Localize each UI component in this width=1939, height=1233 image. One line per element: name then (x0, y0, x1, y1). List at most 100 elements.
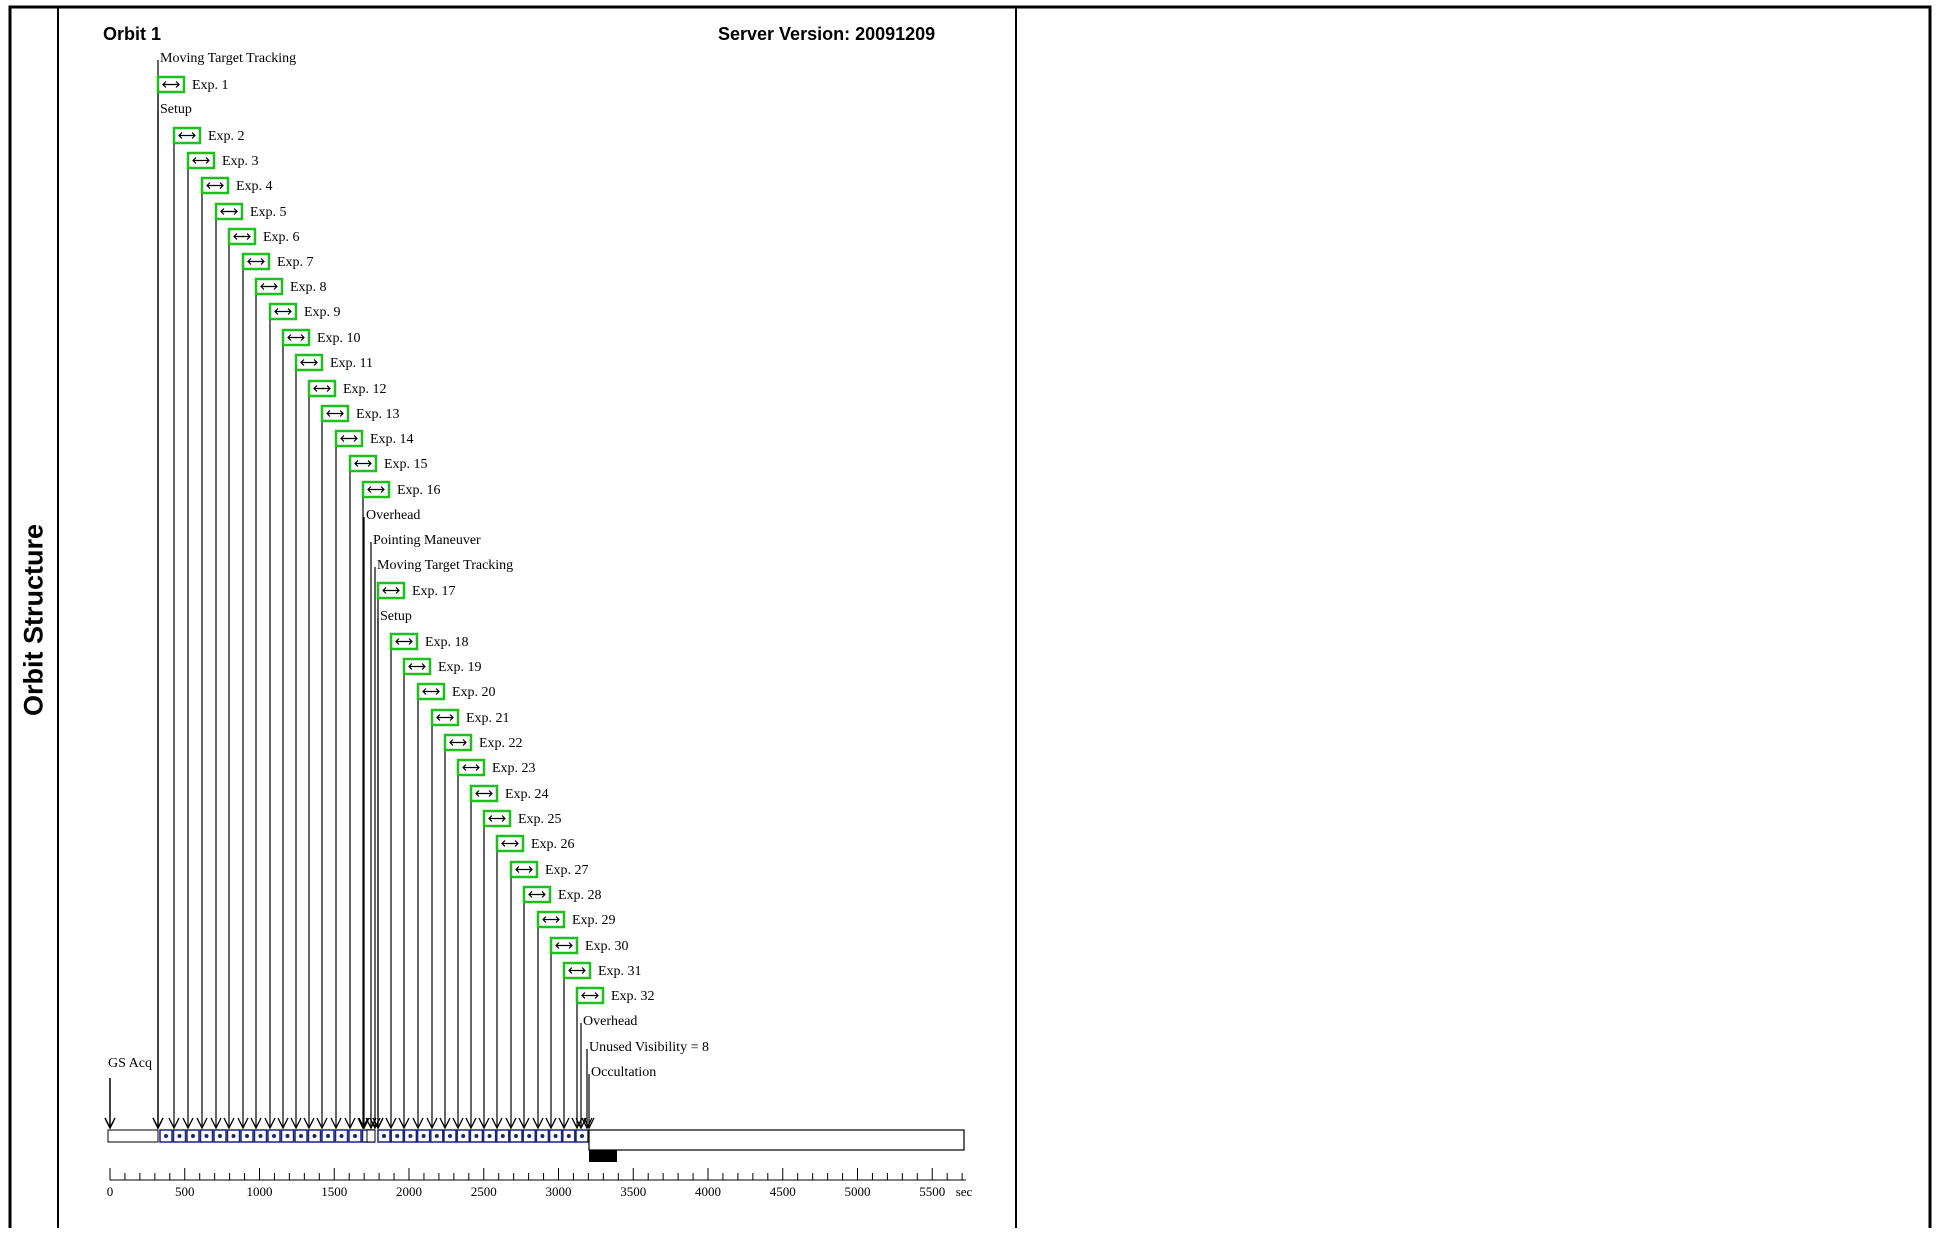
leader-arrow-icon (581, 1117, 593, 1130)
leader-arrow-icon (545, 1117, 557, 1130)
leader-arrow-icon (196, 1117, 208, 1130)
double-arrow-icon (549, 936, 579, 955)
event-label: Exp. 3 (222, 154, 259, 169)
double-arrow-icon (186, 151, 216, 170)
double-arrow-icon (320, 404, 350, 423)
event-10: Exp. 7 (237, 252, 314, 1130)
double-arrow-icon (206, 182, 224, 189)
tick-label: 4500 (770, 1184, 796, 1199)
occultation-window (588, 1129, 965, 1151)
exp-segment-dot (421, 1134, 426, 1138)
leader-arrow-icon (398, 1117, 410, 1130)
leader-arrow-icon (465, 1117, 477, 1130)
leader-arrow-icon (452, 1117, 464, 1130)
leader-arrow-icon (583, 1117, 595, 1130)
orbit-title: Orbit 1 (103, 24, 161, 44)
double-arrow-icon (575, 986, 605, 1005)
leader-arrow-icon (223, 1117, 235, 1130)
leader-arrow-icon (491, 1117, 503, 1130)
leader-arrow-icon (237, 1117, 249, 1130)
event-label: Exp. 15 (384, 457, 428, 472)
event-label: Exp. 5 (250, 205, 287, 220)
double-arrow-icon (416, 682, 446, 701)
leader-arrow-icon (250, 1117, 262, 1130)
double-arrow-icon (376, 581, 406, 600)
double-arrow-icon (542, 916, 560, 923)
tick-label: 500 (175, 1184, 195, 1199)
event-label: Exp. 27 (545, 863, 589, 878)
event-label: Exp. 18 (425, 635, 469, 650)
exp-segment-dot (527, 1134, 532, 1138)
event-label: Exp. 26 (531, 837, 575, 852)
event-label: Exp. 23 (492, 761, 536, 776)
tick-label: 2500 (471, 1184, 497, 1199)
leader-arrow-icon (264, 1117, 276, 1130)
exp-segment-dot (231, 1134, 236, 1138)
event-label: Exp. 1 (192, 78, 229, 93)
double-arrow-icon (233, 233, 251, 240)
event-label: Exp. 9 (304, 305, 341, 320)
double-arrow-icon (300, 359, 318, 366)
leader-arrow-icon (385, 1117, 397, 1130)
leader-arrow-icon (303, 1117, 315, 1130)
tick-label: 5500 (919, 1184, 945, 1199)
double-arrow-icon (192, 157, 210, 164)
double-arrow-icon (581, 992, 599, 999)
event-label: Exp. 7 (277, 255, 314, 270)
exp-segment-dot (164, 1134, 168, 1138)
event-27: Exp. 20 (412, 682, 496, 1130)
double-arrow-icon (382, 587, 400, 594)
double-arrow-icon (522, 885, 552, 904)
double-arrow-icon (430, 708, 460, 727)
tick-label: 5000 (845, 1184, 871, 1199)
exp-segment-dot (500, 1134, 505, 1138)
event-label: Setup (160, 102, 192, 117)
event-18: Exp. 15 (344, 454, 428, 1130)
event-28: Exp. 21 (426, 708, 510, 1130)
event-label: Exp. 17 (412, 584, 456, 599)
event-31: Exp. 24 (465, 784, 549, 1130)
event-24: Setup (372, 609, 412, 1130)
event-label: Exp. 22 (479, 736, 523, 751)
tick-label: 2000 (396, 1184, 422, 1199)
exp-segment-dot (553, 1134, 558, 1138)
event-label: Overhead (583, 1014, 637, 1029)
leader-arrow-icon (357, 1117, 369, 1130)
leader-arrow-icon (439, 1117, 451, 1130)
event-34: Exp. 27 (505, 860, 589, 1130)
event-9: Exp. 6 (223, 227, 300, 1130)
event-6: Exp. 3 (182, 151, 259, 1130)
leader-arrow-icon (478, 1117, 490, 1130)
tick-label: 1500 (321, 1184, 347, 1199)
event-label: Exp. 32 (611, 989, 655, 1004)
exp-segment-dot (258, 1134, 263, 1138)
double-arrow-icon (536, 910, 566, 929)
double-arrow-icon (227, 227, 257, 246)
leader-arrow-icon (290, 1117, 302, 1130)
leader-arrow-icon (182, 1117, 194, 1130)
event-32: Exp. 25 (478, 809, 562, 1130)
exp-segment-dot (461, 1134, 466, 1138)
double-arrow-icon (200, 176, 230, 195)
event-label: Pointing Maneuver (373, 533, 481, 548)
time-axis: 0 500 1000 1500 2000 2500 3000 3500 4000 4500 5000… (107, 1168, 973, 1199)
double-arrow-icon (241, 252, 271, 271)
double-arrow-icon (274, 308, 292, 315)
double-arrow-icon (326, 410, 344, 417)
double-arrow-icon (402, 657, 432, 676)
event-35: Exp. 28 (518, 885, 602, 1130)
leader-arrow-icon (210, 1117, 222, 1130)
double-arrow-icon (408, 663, 426, 670)
event-20: Overhead (358, 508, 420, 1130)
exp-segment-dot (540, 1134, 545, 1138)
exp-segment-dot (218, 1134, 222, 1138)
event-label: Moving Target Tracking (377, 558, 513, 573)
double-arrow-icon (354, 460, 372, 467)
double-arrow-icon (501, 840, 519, 847)
event-label: Exp. 4 (236, 179, 273, 194)
exp-segment-dot (326, 1134, 330, 1138)
double-arrow-icon (313, 385, 331, 392)
double-arrow-icon (515, 866, 533, 873)
event-37: Exp. 30 (545, 936, 629, 1130)
